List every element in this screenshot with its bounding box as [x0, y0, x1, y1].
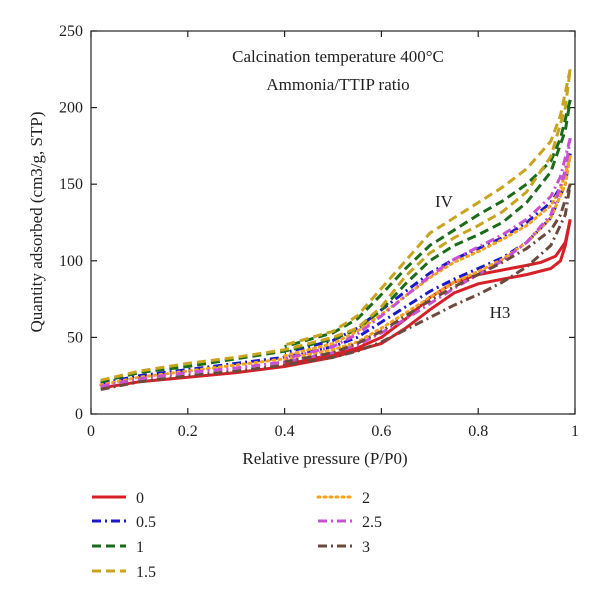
series-3-adsorption-line [100, 183, 572, 391]
y-tick-label: 250 [59, 23, 83, 40]
series-0-5-adsorption-line [100, 153, 572, 385]
annotation-type-h3: H3 [490, 303, 511, 322]
y-tick-label: 0 [75, 406, 83, 423]
x-tick-label: 0.2 [178, 423, 198, 440]
x-axis: 0 0.2 0.4 0.6 0.8 1 [87, 31, 579, 440]
legend-label-2: 2 [362, 490, 370, 507]
series-0-5-desorption-line [284, 153, 572, 355]
legend-label-2-5: 2.5 [362, 514, 382, 531]
series-1-5-desorption-line [284, 68, 572, 347]
legend-label-1-5: 1.5 [136, 564, 156, 581]
series-2-5-adsorption-line [100, 137, 572, 388]
y-tick-label: 100 [59, 253, 83, 270]
series-0-desorption-line [284, 219, 572, 367]
series-layer [99, 68, 572, 391]
legend-label-0: 0 [136, 490, 144, 507]
plot-area-frame [90, 30, 576, 415]
y-axis: 0 50 100 150 200 250 [59, 23, 575, 423]
x-tick-label: 0.8 [468, 423, 488, 440]
series-2-desorption-line [283, 155, 572, 358]
series-2-5-desorption-line [284, 137, 572, 361]
legend-label-3: 3 [362, 539, 370, 556]
legend-label-1: 1 [136, 539, 144, 556]
x-tick-label: 1 [571, 423, 579, 440]
series-1-adsorption-line [100, 99, 572, 384]
annotation-type-iv: IV [435, 192, 454, 211]
x-axis-title: Relative pressure (P/P0) [242, 449, 407, 468]
legend: 0 0.5 1 1.5 2 2.5 3 [92, 490, 382, 581]
x-tick-label: 0.4 [275, 423, 295, 440]
x-tick-label: 0 [87, 423, 95, 440]
x-tick-label: 0.6 [371, 423, 391, 440]
annotation-calcination: Calcination temperature 400°C [232, 47, 444, 66]
y-tick-label: 50 [67, 329, 83, 346]
y-tick-label: 150 [59, 176, 83, 193]
series-1-desorption-line [284, 99, 572, 349]
series-1-5-adsorption-line [100, 69, 572, 382]
y-tick-label: 200 [59, 100, 83, 117]
y-axis-title: Quantity adsorbed (cm3/g, STP) [27, 112, 46, 333]
annotation-ratio: Ammonia/TTIP ratio [266, 75, 409, 94]
legend-label-0-5: 0.5 [136, 514, 156, 531]
